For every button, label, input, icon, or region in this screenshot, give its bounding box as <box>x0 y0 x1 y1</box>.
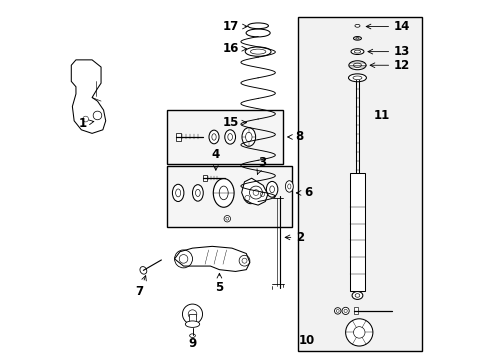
Ellipse shape <box>351 292 362 300</box>
Text: 7: 7 <box>136 276 146 298</box>
Text: 2: 2 <box>285 231 304 244</box>
Circle shape <box>182 304 202 324</box>
Polygon shape <box>174 246 249 271</box>
Ellipse shape <box>140 267 146 274</box>
Text: 14: 14 <box>366 20 409 33</box>
Text: 1: 1 <box>79 117 94 130</box>
Ellipse shape <box>192 185 203 201</box>
Bar <box>297 17 421 351</box>
Ellipse shape <box>285 181 293 192</box>
Ellipse shape <box>244 47 270 56</box>
Ellipse shape <box>224 216 230 222</box>
Text: 9: 9 <box>188 337 196 350</box>
Text: 8: 8 <box>287 130 303 144</box>
Bar <box>167 166 291 226</box>
Ellipse shape <box>348 61 366 70</box>
Text: 10: 10 <box>298 334 314 347</box>
Bar <box>167 110 283 164</box>
Ellipse shape <box>224 130 235 144</box>
Ellipse shape <box>245 29 270 37</box>
Text: 11: 11 <box>373 109 389 122</box>
Ellipse shape <box>208 130 219 144</box>
Text: 15: 15 <box>223 116 246 129</box>
Text: 12: 12 <box>369 59 409 72</box>
Ellipse shape <box>350 49 363 54</box>
Polygon shape <box>241 178 267 205</box>
Ellipse shape <box>247 23 268 29</box>
Ellipse shape <box>341 307 348 315</box>
Bar <box>203 175 206 181</box>
Text: 4: 4 <box>211 148 220 170</box>
Ellipse shape <box>348 74 366 82</box>
Ellipse shape <box>213 179 234 207</box>
Ellipse shape <box>334 308 340 314</box>
Ellipse shape <box>185 321 199 327</box>
Text: 5: 5 <box>215 273 223 294</box>
Ellipse shape <box>353 37 361 40</box>
Ellipse shape <box>242 128 255 146</box>
Text: 6: 6 <box>296 186 311 199</box>
Text: 16: 16 <box>223 42 246 55</box>
Text: 3: 3 <box>257 156 266 174</box>
Bar <box>189 314 195 323</box>
Bar <box>176 133 180 141</box>
Ellipse shape <box>266 181 277 197</box>
Text: 17: 17 <box>223 20 247 33</box>
Text: 13: 13 <box>367 45 409 58</box>
Ellipse shape <box>243 182 258 204</box>
Ellipse shape <box>189 334 195 337</box>
Ellipse shape <box>354 24 359 27</box>
Circle shape <box>345 319 372 346</box>
Bar <box>353 307 357 315</box>
Ellipse shape <box>172 184 183 202</box>
Polygon shape <box>71 60 105 134</box>
Bar <box>349 173 364 291</box>
